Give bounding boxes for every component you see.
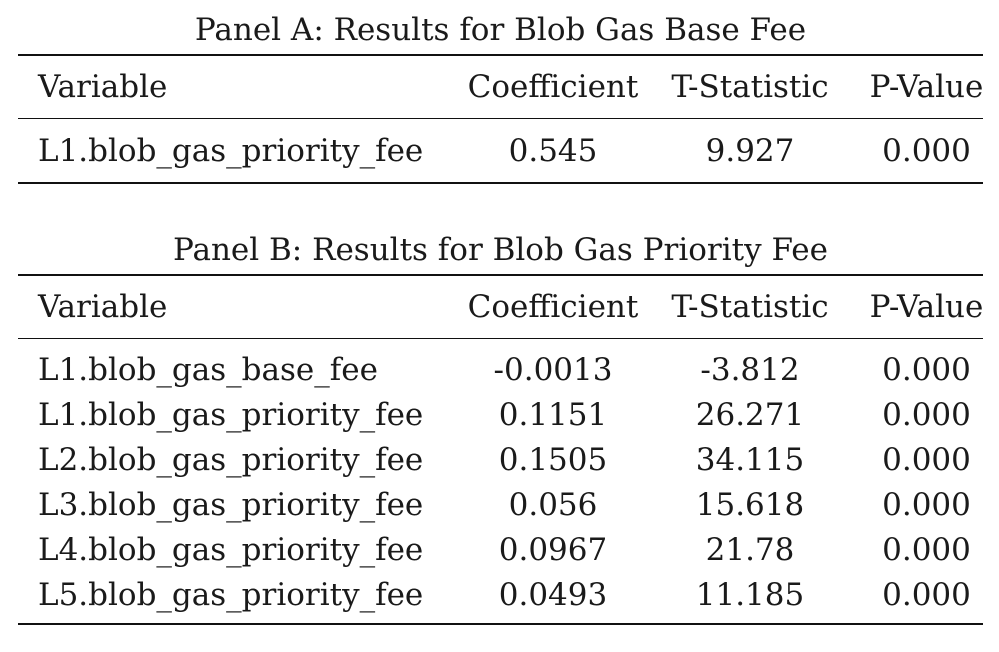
cell-variable: L3.blob_gas_priority_fee [38, 486, 424, 523]
table-row: L5.blob_gas_priority_fee 0.0493 11.185 0… [18, 572, 999, 623]
cell-coefficient: 0.545 [508, 132, 598, 169]
cell-coefficient: 0.1505 [498, 441, 608, 478]
cell-p-value: 0.000 [882, 351, 971, 388]
panel-b: Panel B: Results for Blob Gas Priority F… [18, 228, 983, 625]
header-coefficient: Coefficient [467, 69, 639, 105]
panel-b-table: Variable Coefficient T-Statistic P-Value [18, 276, 999, 338]
cell-t-statistic: 34.115 [695, 441, 805, 478]
panel-b-bottom-rule [18, 623, 983, 625]
cell-coefficient: -0.0013 [493, 351, 613, 388]
cell-p-value: 0.000 [882, 531, 971, 568]
table-row: L4.blob_gas_priority_fee 0.0967 21.78 0.… [18, 527, 999, 572]
cell-variable: L1.blob_gas_priority_fee [38, 132, 424, 169]
cell-variable: L1.blob_gas_priority_fee [38, 396, 424, 433]
panel-a-table: Variable Coefficient T-Statistic P-Value [18, 56, 999, 118]
cell-coefficient: 0.0493 [498, 576, 608, 613]
panel-a-top-rule [18, 54, 983, 56]
cell-coefficient: 0.1151 [498, 396, 608, 433]
cell-t-statistic: 15.618 [695, 486, 805, 523]
panel-b-body: L1.blob_gas_base_fee -0.0013 -3.812 0.00… [18, 339, 999, 623]
cell-t-statistic: 21.78 [705, 531, 795, 568]
header-t-statistic: T-Statistic [671, 69, 829, 105]
cell-t-statistic: -3.812 [700, 351, 800, 388]
cell-p-value: 0.000 [882, 132, 971, 169]
panel-b-header-row: Variable Coefficient T-Statistic P-Value [18, 276, 999, 338]
table-row: L1.blob_gas_priority_fee 0.545 9.927 0.0… [18, 119, 999, 182]
panel-a: Panel A: Results for Blob Gas Base Fee V… [18, 8, 983, 184]
header-p-value: P-Value [869, 289, 984, 325]
table-row: L3.blob_gas_priority_fee 0.056 15.618 0.… [18, 482, 999, 527]
header-coefficient: Coefficient [467, 289, 639, 325]
cell-p-value: 0.000 [882, 576, 971, 613]
cell-variable: L1.blob_gas_base_fee [38, 351, 378, 388]
cell-variable: L2.blob_gas_priority_fee [38, 441, 424, 478]
header-p-value: P-Value [869, 69, 984, 105]
panel-a-bottom-rule [18, 182, 983, 184]
panel-a-header-row: Variable Coefficient T-Statistic P-Value [18, 56, 999, 118]
panel-a-mid-rule [18, 118, 983, 119]
panel-b-top-rule [18, 274, 983, 276]
cell-coefficient: 0.056 [508, 486, 598, 523]
header-variable: Variable [38, 69, 168, 105]
cell-variable: L5.blob_gas_priority_fee [38, 576, 424, 613]
header-t-statistic: T-Statistic [671, 289, 829, 325]
table-row: L1.blob_gas_base_fee -0.0013 -3.812 0.00… [18, 339, 999, 392]
cell-p-value: 0.000 [882, 441, 971, 478]
cell-variable: L4.blob_gas_priority_fee [38, 531, 424, 568]
cell-t-statistic: 9.927 [705, 132, 795, 169]
header-variable: Variable [38, 289, 168, 325]
cell-p-value: 0.000 [882, 396, 971, 433]
cell-t-statistic: 26.271 [695, 396, 805, 433]
table-row: L1.blob_gas_priority_fee 0.1151 26.271 0… [18, 392, 999, 437]
cell-t-statistic: 11.185 [695, 576, 805, 613]
panel-a-title: Panel A: Results for Blob Gas Base Fee [194, 12, 807, 48]
panel-b-mid-rule [18, 338, 983, 339]
panel-b-title: Panel B: Results for Blob Gas Priority F… [173, 232, 828, 268]
cell-p-value: 0.000 [882, 486, 971, 523]
panel-a-body: L1.blob_gas_priority_fee 0.545 9.927 0.0… [18, 119, 999, 182]
table-row: L2.blob_gas_priority_fee 0.1505 34.115 0… [18, 437, 999, 482]
cell-coefficient: 0.0967 [498, 531, 608, 568]
